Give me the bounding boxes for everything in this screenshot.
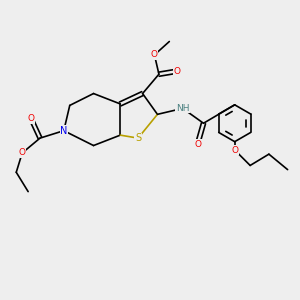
Text: O: O [194, 140, 201, 148]
Text: O: O [19, 148, 26, 158]
Text: O: O [151, 50, 158, 59]
Text: O: O [28, 114, 34, 123]
Text: O: O [231, 146, 238, 154]
Text: S: S [135, 133, 141, 143]
Text: O: O [173, 67, 180, 76]
Text: N: N [60, 126, 68, 136]
Text: NH: NH [176, 104, 189, 113]
